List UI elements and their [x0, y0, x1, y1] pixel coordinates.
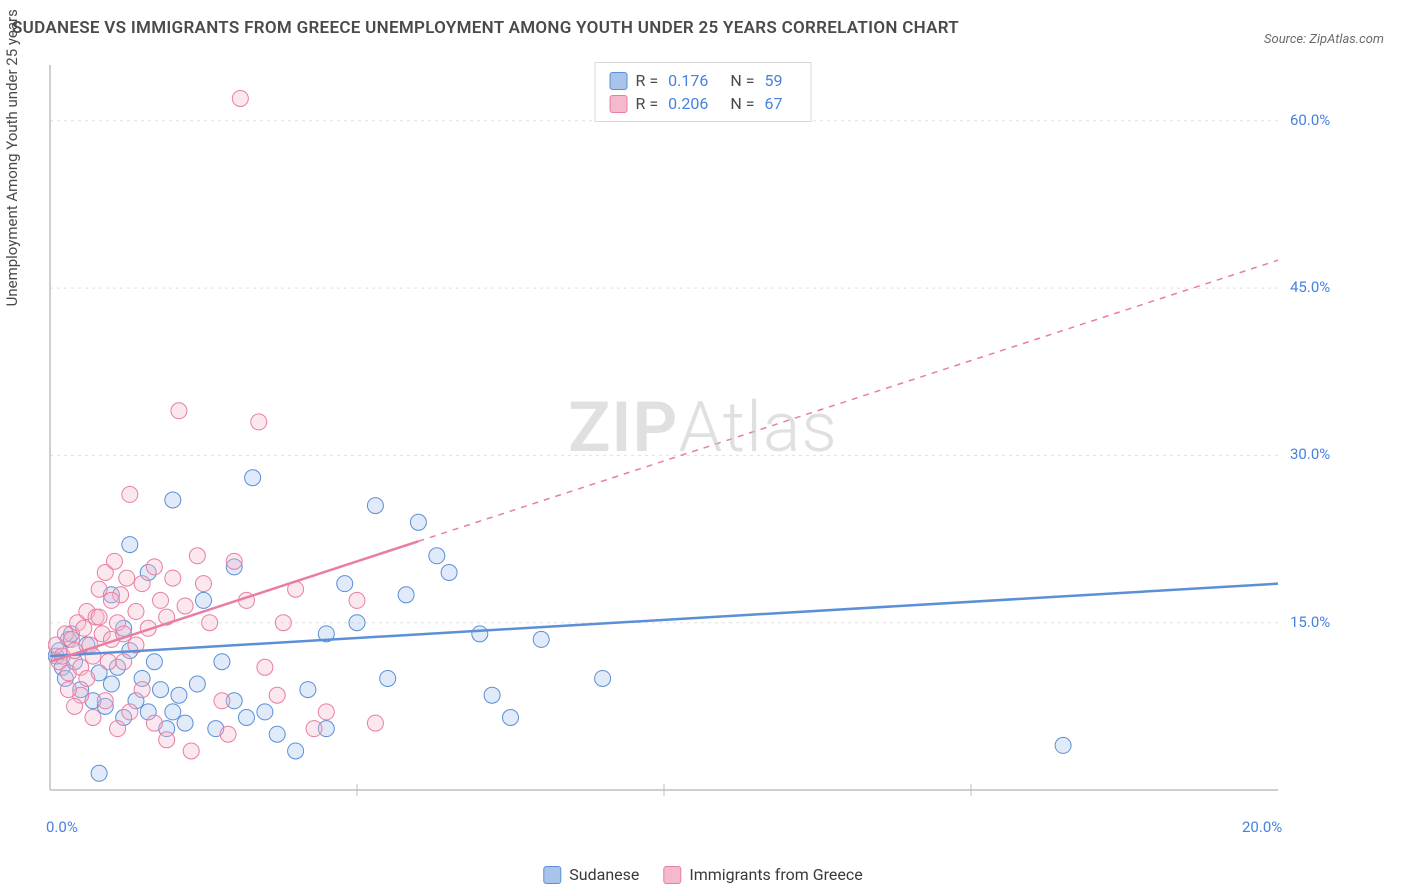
x-tick-label: 20.0% [1242, 818, 1282, 836]
r-value-sudanese: 0.176 [668, 71, 708, 90]
legend-item-sudanese: Sudanese [543, 865, 639, 884]
n-label: N = [730, 94, 754, 113]
swatch-greece-bottom [663, 866, 681, 884]
x-tick-label: 0.0% [46, 818, 78, 836]
r-label: R = [636, 71, 659, 90]
y-axis-label: Unemployment Among Youth under 25 years [3, 9, 21, 306]
scatter-plot [48, 60, 1338, 820]
y-tick-label: 15.0% [1290, 613, 1330, 631]
legend-row-greece: R = 0.206 N = 67 [610, 92, 797, 115]
legend-label-greece: Immigrants from Greece [689, 865, 862, 884]
n-value-sudanese: 59 [764, 71, 782, 90]
swatch-sudanese [610, 72, 628, 90]
swatch-sudanese-bottom [543, 866, 561, 884]
r-value-greece: 0.206 [668, 94, 708, 113]
series-legend: Sudanese Immigrants from Greece [543, 865, 862, 884]
legend-row-sudanese: R = 0.176 N = 59 [610, 69, 797, 92]
n-value-greece: 67 [764, 94, 782, 113]
chart-title: SUDANESE VS IMMIGRANTS FROM GREECE UNEMP… [12, 18, 959, 38]
correlation-legend: R = 0.176 N = 59 R = 0.206 N = 67 [595, 62, 812, 122]
source-attribution: Source: ZipAtlas.com [1264, 32, 1384, 47]
legend-label-sudanese: Sudanese [569, 865, 639, 884]
n-label: N = [730, 71, 754, 90]
y-tick-label: 30.0% [1290, 445, 1330, 463]
y-tick-label: 60.0% [1290, 111, 1330, 129]
legend-item-greece: Immigrants from Greece [663, 865, 862, 884]
r-label: R = [636, 94, 659, 113]
swatch-greece [610, 95, 628, 113]
y-tick-label: 45.0% [1290, 278, 1330, 296]
